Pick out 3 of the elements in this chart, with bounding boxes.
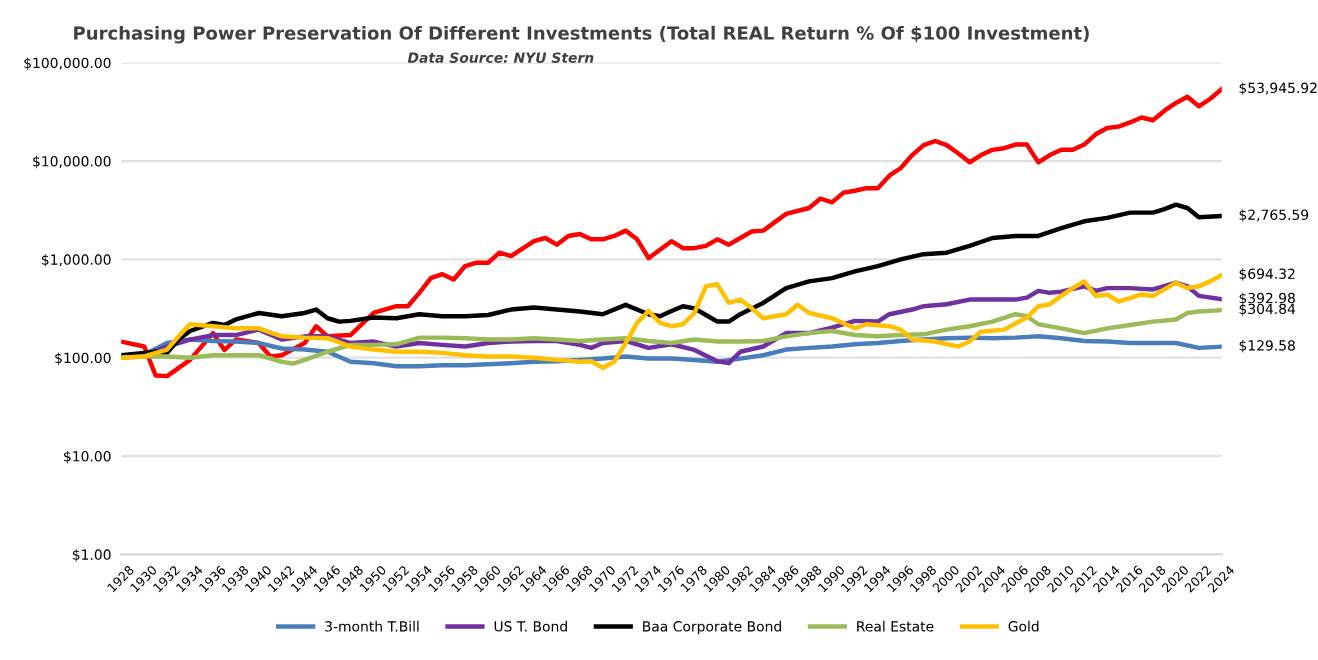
line-series xyxy=(121,86,1222,379)
chart-title: Purchasing Power Preservation Of Different Investments (Total REAL Return % Of $100 Investment) xyxy=(74,25,1089,44)
line-series xyxy=(121,202,1222,358)
